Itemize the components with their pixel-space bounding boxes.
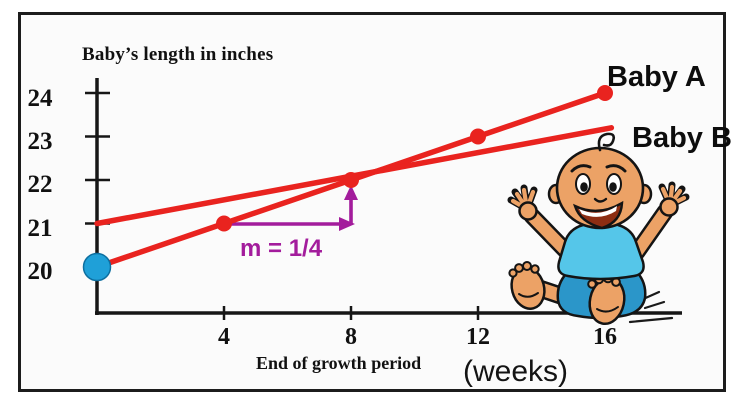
x-axis-title: End of growth period bbox=[256, 353, 422, 373]
series-layer bbox=[82, 85, 615, 282]
baby-left-hand bbox=[507, 184, 538, 221]
y-tick-label-20: 20 bbox=[27, 258, 53, 285]
x-tick-label-16: 16 bbox=[593, 324, 617, 350]
baby-right-sole-line bbox=[596, 306, 619, 313]
baby-nose bbox=[593, 197, 608, 203]
slope-annotation-arrows bbox=[230, 185, 358, 231]
baby-eyebrows bbox=[570, 164, 627, 173]
slope-label: m = 1/4 bbox=[240, 235, 323, 262]
series-label-baby-a: Baby A bbox=[607, 61, 706, 93]
x-tick-label-8: 8 bbox=[345, 324, 357, 350]
baby-teeth bbox=[579, 206, 617, 217]
data-point-week-12 bbox=[470, 128, 486, 145]
baby-left-toes bbox=[508, 261, 540, 278]
x-axis-unit-label: (weeks) bbox=[463, 355, 569, 388]
baby-hair-curl bbox=[597, 132, 616, 152]
slope-run-arrowhead bbox=[339, 217, 355, 231]
data-point-week-16 bbox=[597, 85, 613, 101]
start-point-marker bbox=[82, 252, 112, 282]
baby-eyes bbox=[575, 173, 622, 195]
y-tick-label-23: 23 bbox=[27, 128, 53, 155]
y-tick-label-24: 24 bbox=[27, 85, 53, 112]
data-point-week-8 bbox=[343, 172, 359, 188]
baby-cartoon bbox=[507, 132, 690, 326]
baby-right-hand bbox=[658, 181, 690, 217]
series-label-baby-b: Baby B bbox=[632, 122, 732, 154]
x-tick-label-4: 4 bbox=[218, 324, 230, 350]
data-point-week-4 bbox=[216, 215, 232, 232]
baby-arms bbox=[523, 203, 674, 261]
chart-title: Baby’s length in inches bbox=[82, 44, 274, 65]
baby-shirt bbox=[557, 220, 645, 281]
y-tick-label-22: 22 bbox=[27, 171, 53, 198]
baby-left-sole-line bbox=[518, 292, 539, 298]
slope-rise-arrowhead bbox=[344, 185, 358, 200]
x-tick-label-12: 12 bbox=[466, 324, 490, 350]
y-tick-label-21: 21 bbox=[27, 215, 53, 242]
